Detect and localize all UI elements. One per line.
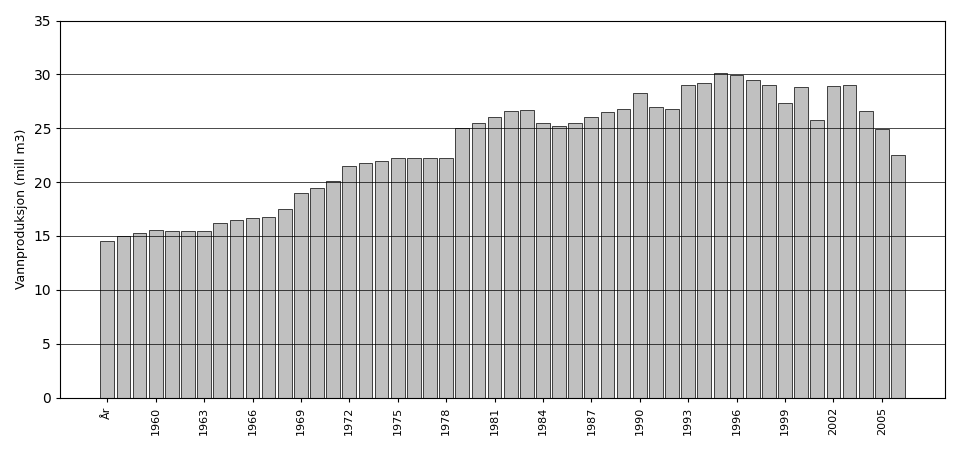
Bar — [440, 158, 453, 398]
Bar — [213, 223, 228, 398]
Bar — [310, 188, 324, 398]
Bar — [891, 155, 904, 398]
Bar — [730, 76, 743, 398]
Bar — [827, 86, 840, 398]
Bar — [601, 112, 614, 398]
Bar — [343, 166, 356, 398]
Bar — [277, 209, 292, 398]
Bar — [843, 85, 856, 398]
Bar — [633, 93, 647, 398]
Bar — [746, 80, 759, 398]
Bar — [359, 163, 372, 398]
Bar — [116, 236, 131, 398]
Bar — [149, 230, 162, 398]
Bar — [326, 181, 340, 398]
Bar — [552, 126, 566, 398]
Bar — [698, 83, 711, 398]
Bar — [713, 73, 728, 398]
Bar — [262, 216, 276, 398]
Bar — [616, 109, 631, 398]
Bar — [455, 128, 469, 398]
Bar — [165, 230, 179, 398]
Bar — [810, 120, 824, 398]
Bar — [391, 158, 404, 398]
Bar — [488, 117, 501, 398]
Bar — [859, 111, 873, 398]
Bar — [520, 110, 534, 398]
Bar — [762, 85, 776, 398]
Bar — [779, 104, 792, 398]
Bar — [665, 109, 679, 398]
Y-axis label: Vannproduksjon (mill m3): Vannproduksjon (mill m3) — [15, 129, 28, 289]
Bar — [246, 218, 259, 398]
Bar — [585, 117, 598, 398]
Bar — [471, 123, 485, 398]
Bar — [794, 87, 808, 398]
Bar — [101, 241, 114, 398]
Bar — [568, 123, 582, 398]
Bar — [649, 107, 662, 398]
Bar — [407, 158, 420, 398]
Bar — [423, 158, 437, 398]
Bar — [197, 230, 211, 398]
Bar — [181, 230, 195, 398]
Bar — [504, 111, 517, 398]
Bar — [374, 161, 389, 398]
Bar — [875, 129, 889, 398]
Bar — [536, 123, 550, 398]
Bar — [294, 193, 308, 398]
Bar — [132, 233, 147, 398]
Bar — [682, 85, 695, 398]
Bar — [229, 220, 243, 398]
